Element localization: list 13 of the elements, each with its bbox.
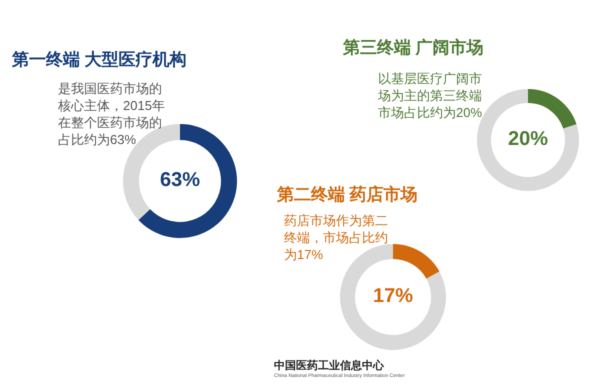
chart-title: 第三终端 广阔市场 (343, 37, 484, 59)
donut-slice (528, 89, 577, 129)
text: 药店市场作为第二终端，市场占比约为17% (284, 212, 389, 263)
text: 是我国医药市场的核心主体，2015年在整个医药市场的占比约为63% (58, 80, 166, 148)
text: 以基层医疗广阔市场为主的第三终端市场占比约为20% (378, 70, 484, 121)
text: 17% (372, 285, 414, 308)
text: 中国医药工业信息中心 (274, 358, 384, 373)
donut-slice (340, 244, 446, 350)
chart-title: 第一终端 大型医疗机构 (12, 49, 187, 71)
chart-title: 第二终端 药店市场 (277, 184, 418, 206)
text: 63% (158, 169, 202, 192)
text: 20% (506, 128, 550, 151)
donut-slice (393, 244, 440, 279)
